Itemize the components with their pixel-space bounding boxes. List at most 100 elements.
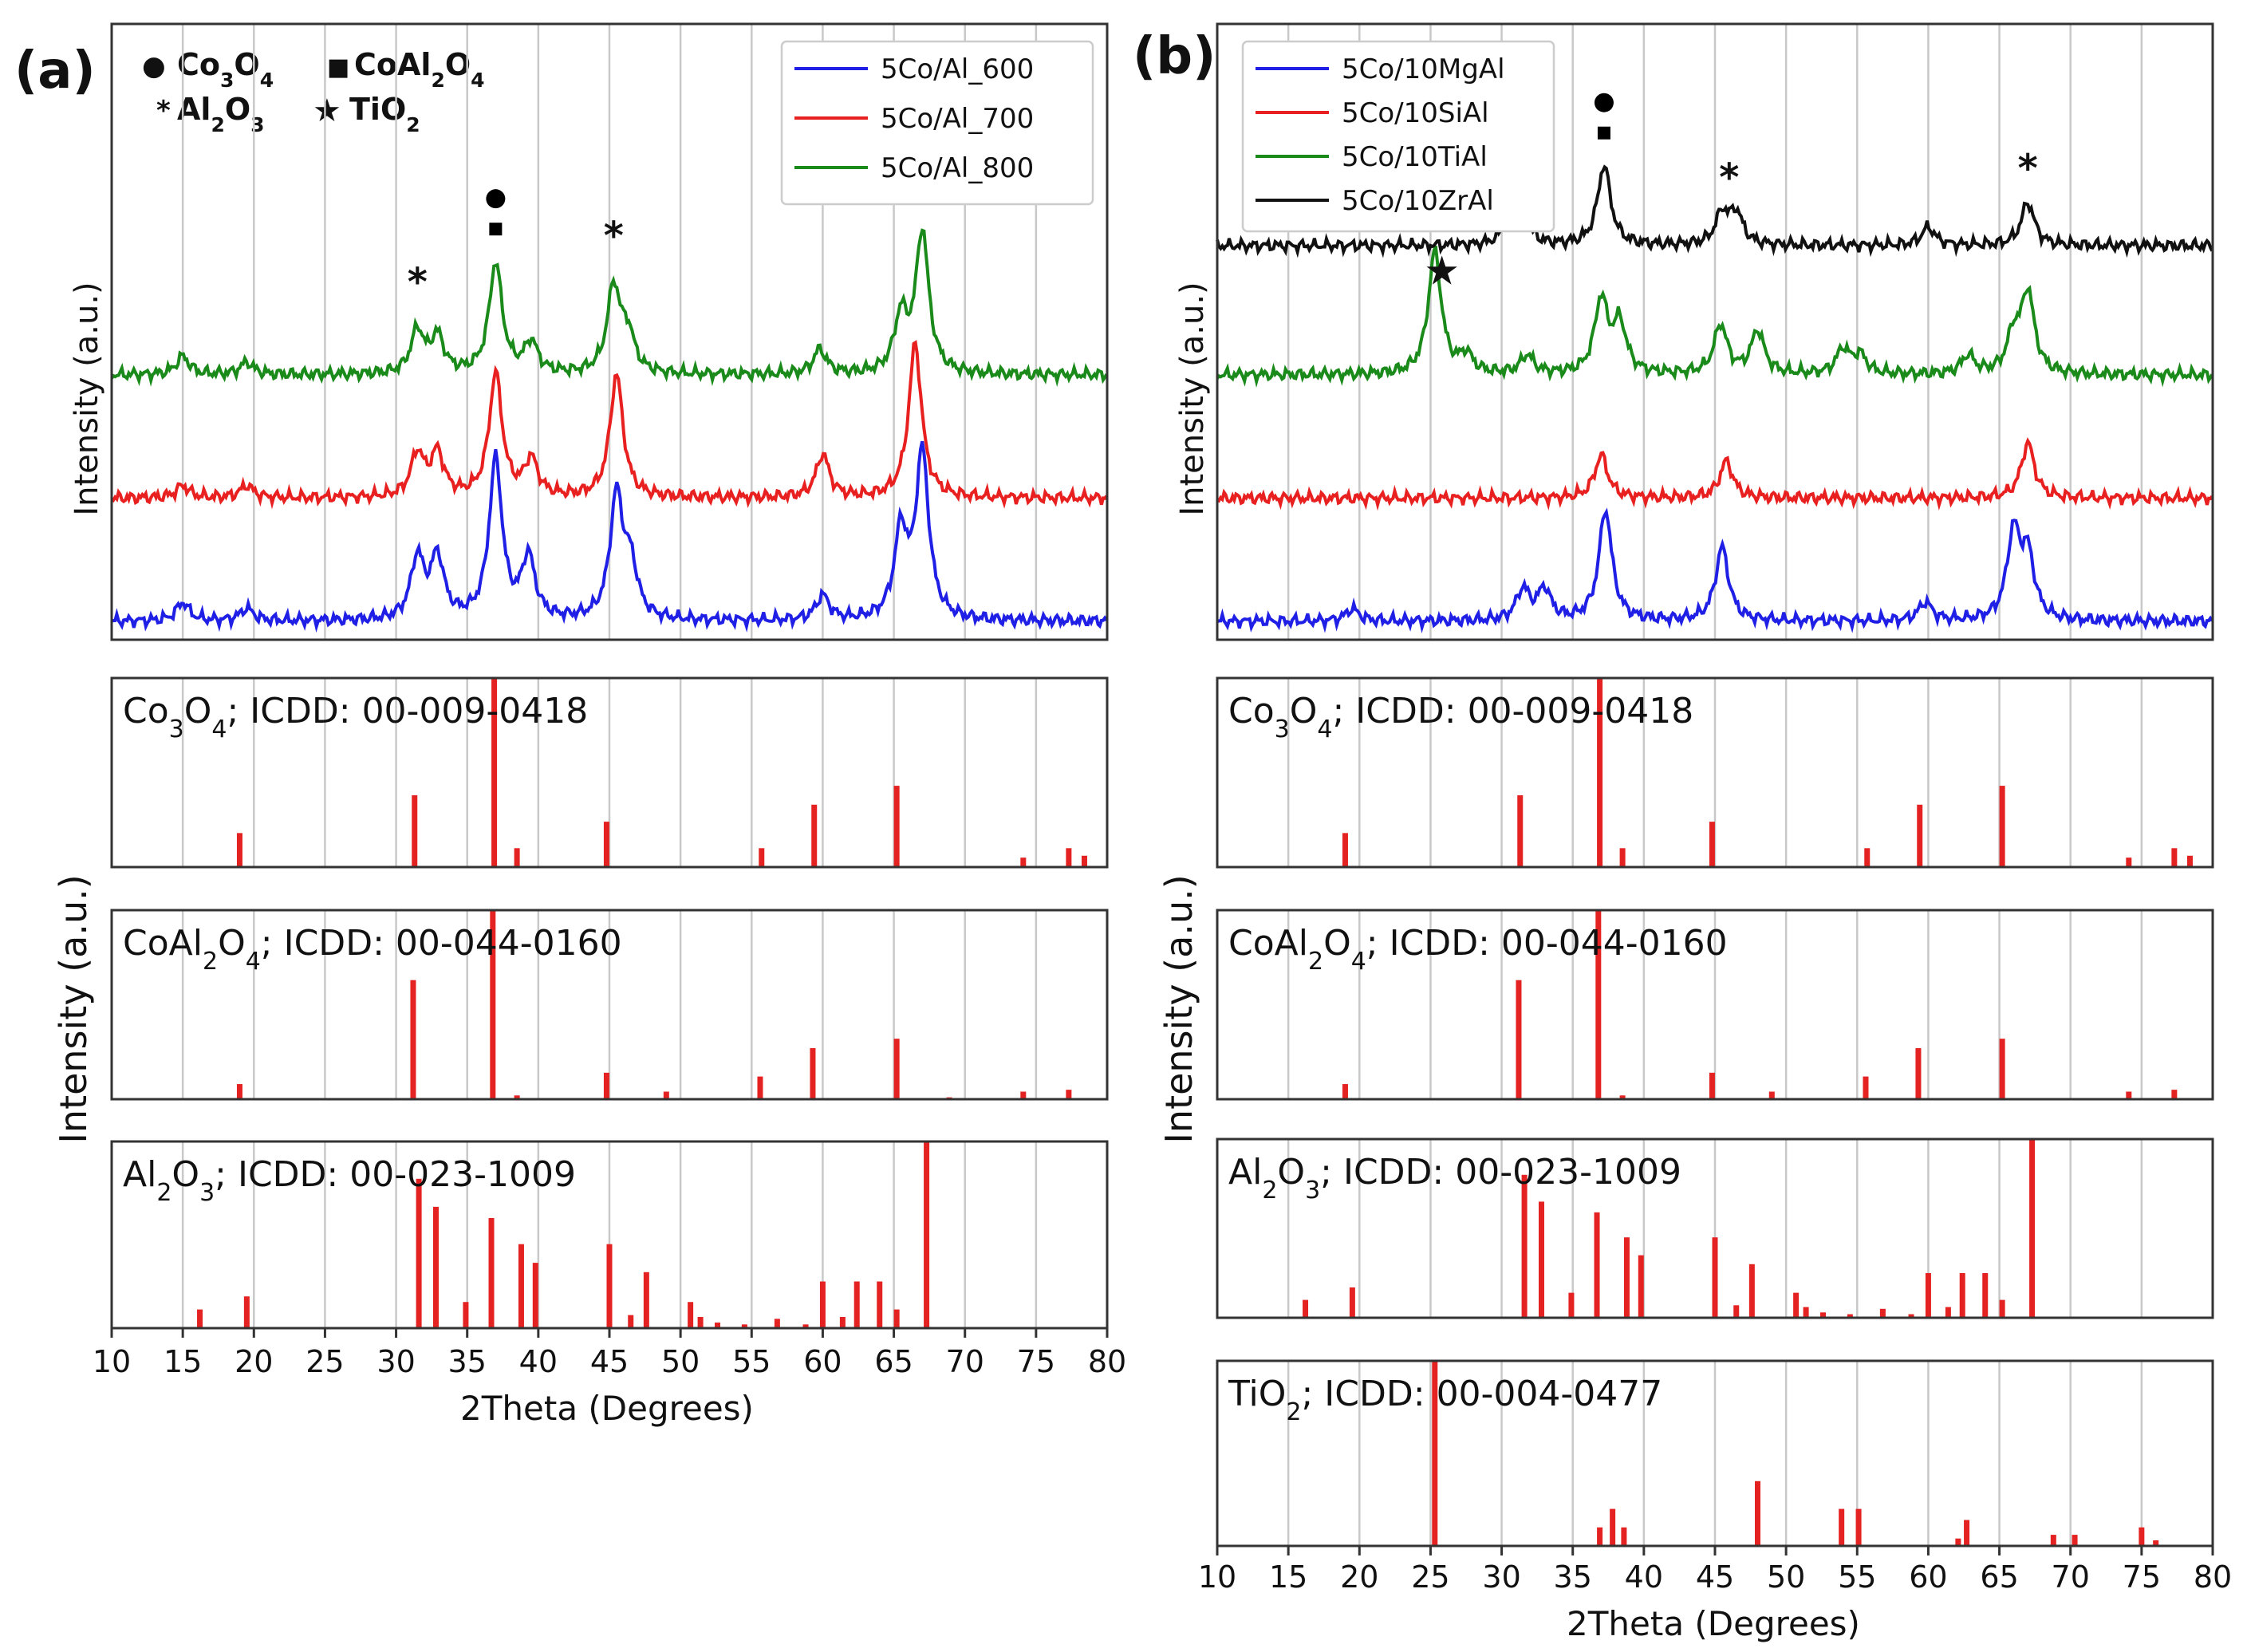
reference-bar	[893, 1309, 900, 1328]
legend-label: 5Co/10SiAl	[1342, 97, 1489, 129]
reference-bar	[1847, 1314, 1853, 1318]
reference-panel: TiO2; ICDD: 00-004-0477	[1216, 1359, 2214, 1548]
reference-bar	[1964, 1520, 1970, 1546]
x-tick-label: 65	[874, 1344, 913, 1379]
reference-frame	[1216, 909, 2214, 1101]
reference-bar	[606, 1244, 613, 1328]
series-line-5Co/10MgAl	[1216, 507, 2213, 633]
reference-bar	[2171, 1090, 2178, 1099]
reference-bar	[1855, 1508, 1862, 1546]
reference-bar	[1619, 848, 1626, 867]
reference-bar	[410, 980, 416, 1099]
legend-label: 5Co/Al_700	[881, 103, 1034, 135]
peak-marker-circle	[1594, 93, 1614, 112]
x-tick-label: 20	[1340, 1559, 1378, 1595]
reference-bar	[774, 1319, 780, 1328]
reference-bar	[697, 1316, 704, 1328]
reference-bar	[924, 1141, 930, 1328]
reference-bar	[757, 1076, 763, 1099]
reference-bar	[514, 1095, 520, 1099]
reference-bar	[1020, 1091, 1027, 1099]
reference-bar	[1864, 848, 1871, 867]
legend-label: 5Co/Al_800	[881, 152, 1034, 184]
y-label-b-main: Intensity (a.u.)	[1174, 282, 1211, 515]
series-line-5Co/Al_800	[110, 228, 1109, 388]
reference-bar	[811, 804, 818, 867]
x-tick-label: 65	[1980, 1559, 2018, 1595]
reference-bar	[759, 848, 765, 867]
x-tick-label: 30	[376, 1344, 415, 1379]
y-label-a-ref: Intensity (a.u.)	[52, 874, 95, 1143]
x-tick-label: 20	[235, 1344, 273, 1379]
reference-bar	[1733, 1305, 1740, 1318]
x-tick-label: 25	[306, 1344, 344, 1379]
reference-bar	[1955, 1538, 1961, 1546]
reference-bar	[236, 833, 242, 867]
reference-bar	[1999, 1299, 2005, 1318]
x-tick-label: 40	[1625, 1559, 1663, 1595]
reference-bar	[1623, 1237, 1630, 1318]
legend-label: 5Co/10ZrAl	[1342, 185, 1494, 217]
legend-box	[1241, 40, 1555, 233]
x-tick-label: 45	[1696, 1559, 1734, 1595]
reference-bar	[893, 1039, 900, 1099]
series-line-5Co/10TiAl	[1216, 245, 2214, 388]
co3o4-symbol: ●	[142, 50, 166, 82]
reference-title: Al2O3; ICDD: 00-023-1009	[1228, 1152, 1681, 1205]
peak-marker-asterisk: *	[2018, 147, 2038, 191]
reference-bar	[1839, 1508, 1845, 1546]
peak-marker-square	[489, 223, 503, 236]
x-tick-label: 60	[1909, 1559, 1947, 1595]
reference-bar	[1066, 848, 1072, 867]
reference-bar	[2139, 1527, 2145, 1546]
legend: 5Co/Al_600 5Co/Al_700 5Co/Al_800	[780, 40, 1094, 206]
reference-bar	[1621, 1527, 1627, 1546]
phase-key-coal2o4: CoAl2O4	[354, 47, 485, 92]
reference-bar	[877, 1281, 883, 1328]
reference-bar	[1020, 858, 1027, 867]
reference-bar	[518, 1244, 524, 1328]
reference-bar	[714, 1322, 720, 1328]
x-tick-label: 30	[1482, 1559, 1520, 1595]
legend-box	[780, 40, 1094, 206]
y-label-b-ref: Intensity (a.u.)	[1157, 874, 1200, 1143]
peak-marker-star: ★	[1424, 248, 1460, 294]
reference-bar	[1516, 980, 1522, 1099]
x-tick-label: 10	[1198, 1559, 1236, 1595]
tio2-symbol: ★	[313, 93, 341, 129]
reference-bar	[1595, 910, 1602, 1099]
reference-bar	[1709, 822, 1715, 867]
reference-frame	[110, 909, 1109, 1101]
plot-frame	[110, 22, 1109, 641]
reference-bar	[2050, 1535, 2056, 1546]
reference-panel: CoAl2O4; ICDD: 00-044-0160	[110, 909, 1109, 1101]
reference-frame	[110, 676, 1109, 869]
reference-bar	[1915, 1048, 1922, 1099]
svg-text:TiO2: TiO2	[349, 92, 420, 136]
reference-bar	[643, 1272, 649, 1328]
phase-key-al2o3: Al2O3	[177, 92, 265, 136]
reference-bar	[802, 1324, 809, 1328]
y-label-a-main: Intensity (a.u.)	[69, 282, 105, 515]
x-tick-label: 10	[93, 1344, 131, 1379]
reference-bar	[1709, 1072, 1715, 1099]
coal2o4-symbol: ■	[327, 53, 349, 81]
reference-bar	[432, 1206, 439, 1328]
reference-bar	[2153, 1540, 2159, 1546]
series-line-5Co/10ZrAl	[1216, 164, 2214, 258]
x-tick-label: 70	[2052, 1559, 2090, 1595]
reference-bar	[688, 1302, 694, 1328]
peak-marker-asterisk: *	[1719, 156, 1739, 200]
reference-bar	[1999, 786, 2005, 867]
reference-bar	[1597, 1527, 1603, 1546]
reference-panel: Co3O4; ICDD: 00-009-0418	[1216, 676, 2214, 869]
reference-panel: Co3O4; ICDD: 00-009-0418	[110, 676, 1109, 869]
reference-bar	[603, 1072, 609, 1099]
reference-frame	[1216, 1137, 2214, 1319]
reference-title: Co3O4; ICDD: 00-009-0418	[1228, 691, 1693, 743]
reference-bar	[2072, 1535, 2078, 1546]
reference-bar	[463, 1302, 469, 1328]
panel-a: * * * 5Co/Al_600 5Co/Al_700 5Co/Al_800 Co3O4; …	[93, 22, 1126, 1379]
peak-marker-asterisk: *	[604, 214, 624, 258]
